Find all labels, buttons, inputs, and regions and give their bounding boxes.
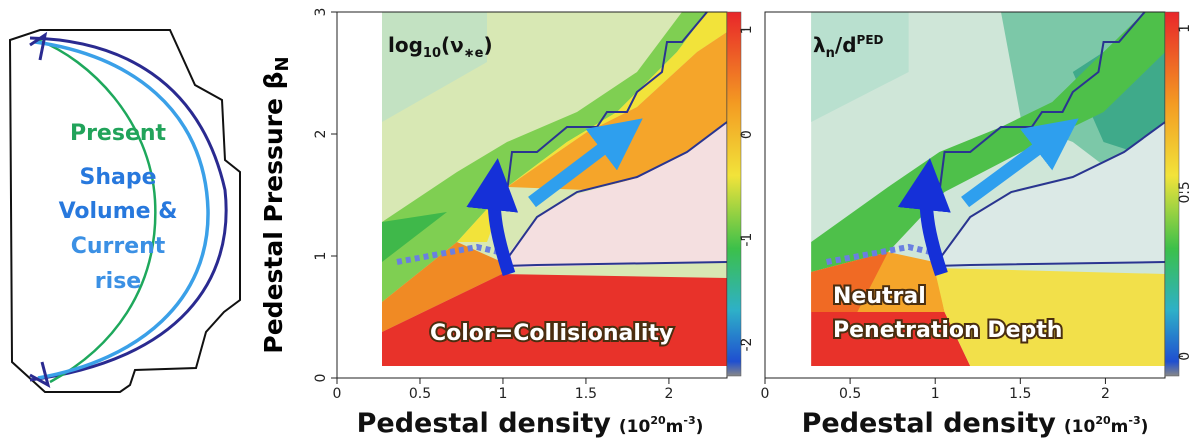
unit: ): [696, 417, 704, 437]
unit: -3: [1128, 414, 1140, 427]
x-tick-label: 0: [761, 386, 770, 402]
x-tick-label: 1: [498, 386, 507, 402]
unit: 20: [1095, 414, 1111, 427]
x-tick-label: 2: [664, 386, 673, 402]
colorbar-tick-label: -2: [739, 338, 755, 352]
annotation: Color=Collisionality: [430, 321, 673, 346]
shape-label: rise: [95, 269, 141, 294]
x-axis-label: Pedestal density (1020m-3): [357, 408, 704, 439]
x-tick-label: 2: [1101, 386, 1110, 402]
unit: -3: [683, 414, 695, 427]
y-tick-label: 2: [313, 130, 329, 139]
title-sub: ∗e: [464, 46, 484, 61]
shape-panel: Present Shape Volume & Current rise: [10, 30, 240, 392]
title-part: log: [388, 33, 423, 57]
shape-label: Volume &: [59, 199, 178, 224]
colorbar-tick-label: 0: [739, 130, 755, 139]
contour-map: [382, 12, 727, 366]
y-tick-label: 0: [313, 374, 329, 383]
x-tick-label: 0.5: [839, 386, 861, 402]
annotation: Penetration Depth: [833, 318, 1062, 343]
unit: m: [666, 417, 684, 437]
colorbar: [727, 12, 741, 376]
colorbar-tick-label: 0: [1177, 352, 1193, 361]
title-part: ): [484, 33, 493, 57]
title-part: λ: [813, 33, 826, 57]
colorbar-tick-label: 1: [1177, 24, 1193, 33]
colorbar-tick-label: 0.5: [1177, 181, 1193, 203]
shape-label: Present: [70, 121, 167, 146]
title-sub: 10: [423, 46, 441, 61]
colorbar-tick-label: 1: [739, 25, 755, 34]
x-label-text: Pedestal density: [802, 408, 1057, 439]
x-tick-label: 0: [333, 386, 342, 402]
y-tick-label: 1: [313, 252, 329, 261]
x-tick-label: 0.5: [409, 386, 431, 402]
title-sup: PED: [857, 33, 884, 47]
y-axis-label: Pedestal Pressure βN: [259, 56, 293, 353]
x-axis-label: Pedestal density (1020m-3): [802, 408, 1149, 439]
figure: Present Shape Volume & Current rise Pede…: [0, 0, 1198, 441]
colorbar-tick-label: -1: [739, 233, 755, 247]
unit: (10: [619, 417, 651, 437]
x-tick-label: 1.5: [575, 386, 597, 402]
unit: m: [1111, 417, 1129, 437]
unit: 20: [650, 414, 666, 427]
shape-label: Current: [71, 234, 166, 259]
title-part: (ν: [441, 33, 464, 57]
shape-label: Shape: [79, 165, 156, 190]
unit: (10: [1064, 417, 1096, 437]
x-tick-label: 1: [931, 386, 940, 402]
y-label-text: Pedestal Pressure β: [259, 71, 288, 353]
title-sub: n: [826, 46, 835, 61]
y-label-sub: N: [272, 56, 293, 71]
x-label-text: Pedestal density: [357, 408, 612, 439]
y-tick-label: 3: [313, 8, 329, 17]
unit: ): [1141, 417, 1149, 437]
title-part: /d: [835, 33, 857, 57]
x-tick-label: 1.5: [1009, 386, 1031, 402]
annotation: Neutral: [833, 284, 926, 309]
contour-map: [811, 12, 1165, 366]
